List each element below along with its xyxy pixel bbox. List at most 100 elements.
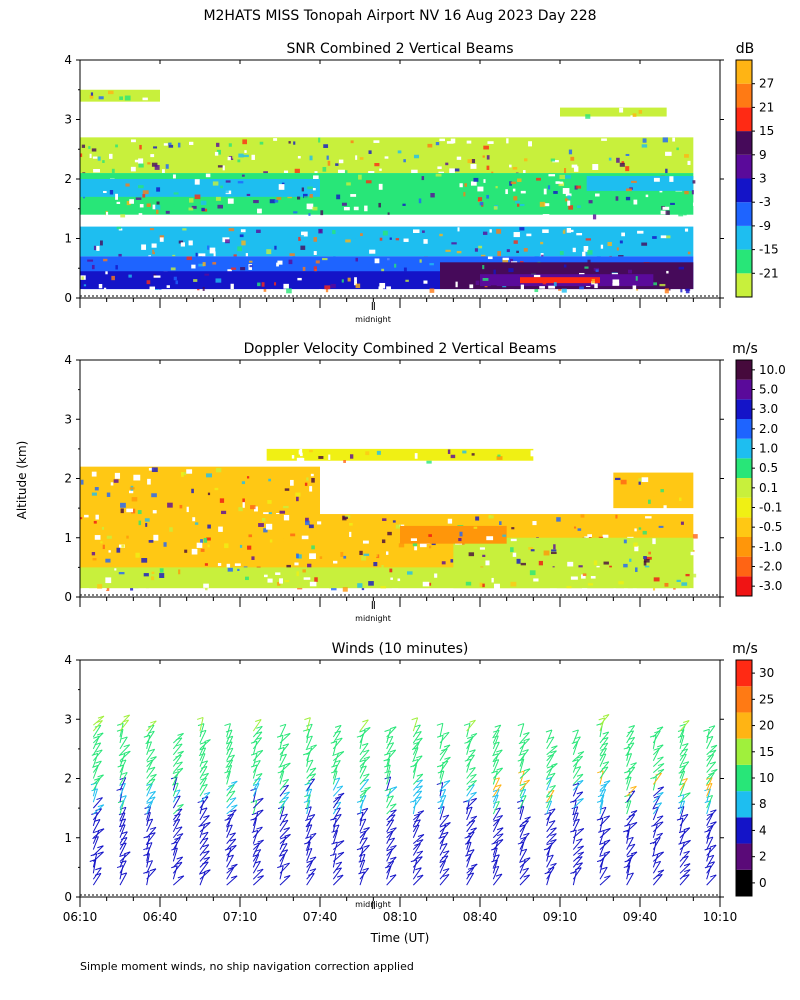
wind-barb-flag [602, 713, 610, 717]
wind-barb-flag [91, 752, 98, 756]
snr-speckle [683, 212, 687, 216]
wind-barb-flag [710, 874, 717, 878]
wind-barb-flag [119, 806, 127, 810]
snr-speckle [138, 163, 144, 168]
wind-barb-flag [684, 839, 691, 843]
doppler-gap [317, 521, 322, 525]
doppler-speckle [462, 450, 467, 454]
snr-speckle [191, 205, 197, 209]
doppler-gap [570, 576, 578, 580]
wind-barb [279, 765, 286, 779]
wind-barb-flag [119, 853, 126, 857]
snr-gap [446, 141, 454, 144]
doppler-colorbar-label: -1.0 [759, 540, 782, 554]
wind-barb [146, 748, 156, 762]
wind-barb [439, 764, 444, 779]
doppler-speckle [181, 471, 184, 477]
doppler-speckle [615, 514, 618, 519]
snr-speckle [103, 258, 108, 262]
snr-speckle [261, 282, 265, 287]
snr-speckle [332, 230, 336, 235]
wind-barb-flag [121, 831, 128, 835]
wind-barb [599, 748, 607, 761]
wind-barb-flag [546, 765, 554, 769]
wind-barb-flag [704, 847, 711, 851]
wind-barb-flag [416, 737, 423, 741]
wind-barb-flag [337, 840, 345, 844]
wind-barb-flag [176, 767, 184, 771]
snr-speckle [635, 288, 639, 291]
wind-barb [626, 776, 632, 791]
wind-barb [226, 790, 236, 803]
wind-barb [439, 723, 444, 738]
wind-barb-flag [576, 862, 583, 866]
snr-colorbar-swatch [736, 83, 752, 108]
wind-barb [679, 794, 685, 809]
wind-barb-flag [442, 731, 450, 735]
wind-barb-flag [150, 756, 157, 760]
wind-barb [226, 847, 232, 862]
snr-speckle [139, 144, 142, 150]
doppler-gap [267, 578, 273, 583]
snr-gap [619, 107, 624, 113]
wind-barb [653, 768, 665, 779]
wind-barb-flag [657, 786, 664, 790]
doppler-speckle [135, 552, 140, 558]
wind-barb-flag [309, 832, 317, 836]
snr-speckle [513, 240, 518, 244]
snr-gap [180, 242, 185, 247]
snr-speckle [534, 287, 539, 293]
snr-gap [470, 181, 477, 186]
snr-speckle [619, 240, 623, 244]
snr-colorbar-label: 15 [759, 124, 774, 138]
wind-barb [492, 847, 498, 862]
wind-barb [146, 835, 151, 850]
wind-barb [706, 788, 711, 803]
wind-barb [279, 827, 291, 839]
snr-speckle [568, 149, 573, 155]
wind-barb [706, 736, 714, 750]
doppler-speckle [141, 558, 148, 563]
doppler-speckle [120, 508, 124, 514]
wind-barb-flag [124, 851, 131, 855]
wind-barb [679, 874, 690, 886]
wind-barb [306, 794, 311, 809]
snr-gap [103, 287, 107, 292]
wind-barb [466, 791, 477, 803]
doppler-speckle [342, 516, 348, 519]
wind-barb [492, 842, 499, 856]
doppler-speckle [80, 479, 84, 485]
doppler-speckle [580, 514, 585, 518]
snr-speckle [131, 276, 138, 280]
snr-speckle [445, 249, 451, 252]
wind-barb [199, 821, 211, 833]
wind-barb-flag [469, 719, 476, 723]
snr-gap [483, 179, 486, 183]
wind-barb-flag [252, 783, 260, 786]
wind-barb-flag [496, 814, 503, 818]
wind-barb-flag [95, 760, 102, 764]
snr-speckle [173, 276, 177, 281]
snr-gap [373, 140, 380, 143]
snr-speckle [565, 198, 569, 202]
wind-barb [279, 754, 287, 767]
doppler-gap [301, 535, 309, 540]
wind-barb-flag [601, 866, 608, 870]
wind-barb-flag [358, 859, 365, 863]
wind-barb [306, 832, 317, 845]
snr-speckle [246, 193, 251, 196]
snr-speckle [165, 210, 170, 214]
snr-speckle [641, 242, 648, 246]
doppler-gap [186, 469, 193, 474]
doppler-speckle [167, 502, 173, 508]
wind-barb [439, 744, 451, 756]
snr-colorbar-swatch [736, 249, 752, 274]
snr-gap [149, 286, 156, 291]
snr-speckle [228, 143, 232, 147]
snr-speckle [128, 274, 132, 278]
snr-layer-8 [80, 271, 440, 290]
winds-colorbar-label: 8 [759, 797, 767, 811]
snr-speckle [115, 144, 118, 148]
wind-barb [439, 860, 447, 874]
wind-barb-flag [677, 794, 685, 798]
